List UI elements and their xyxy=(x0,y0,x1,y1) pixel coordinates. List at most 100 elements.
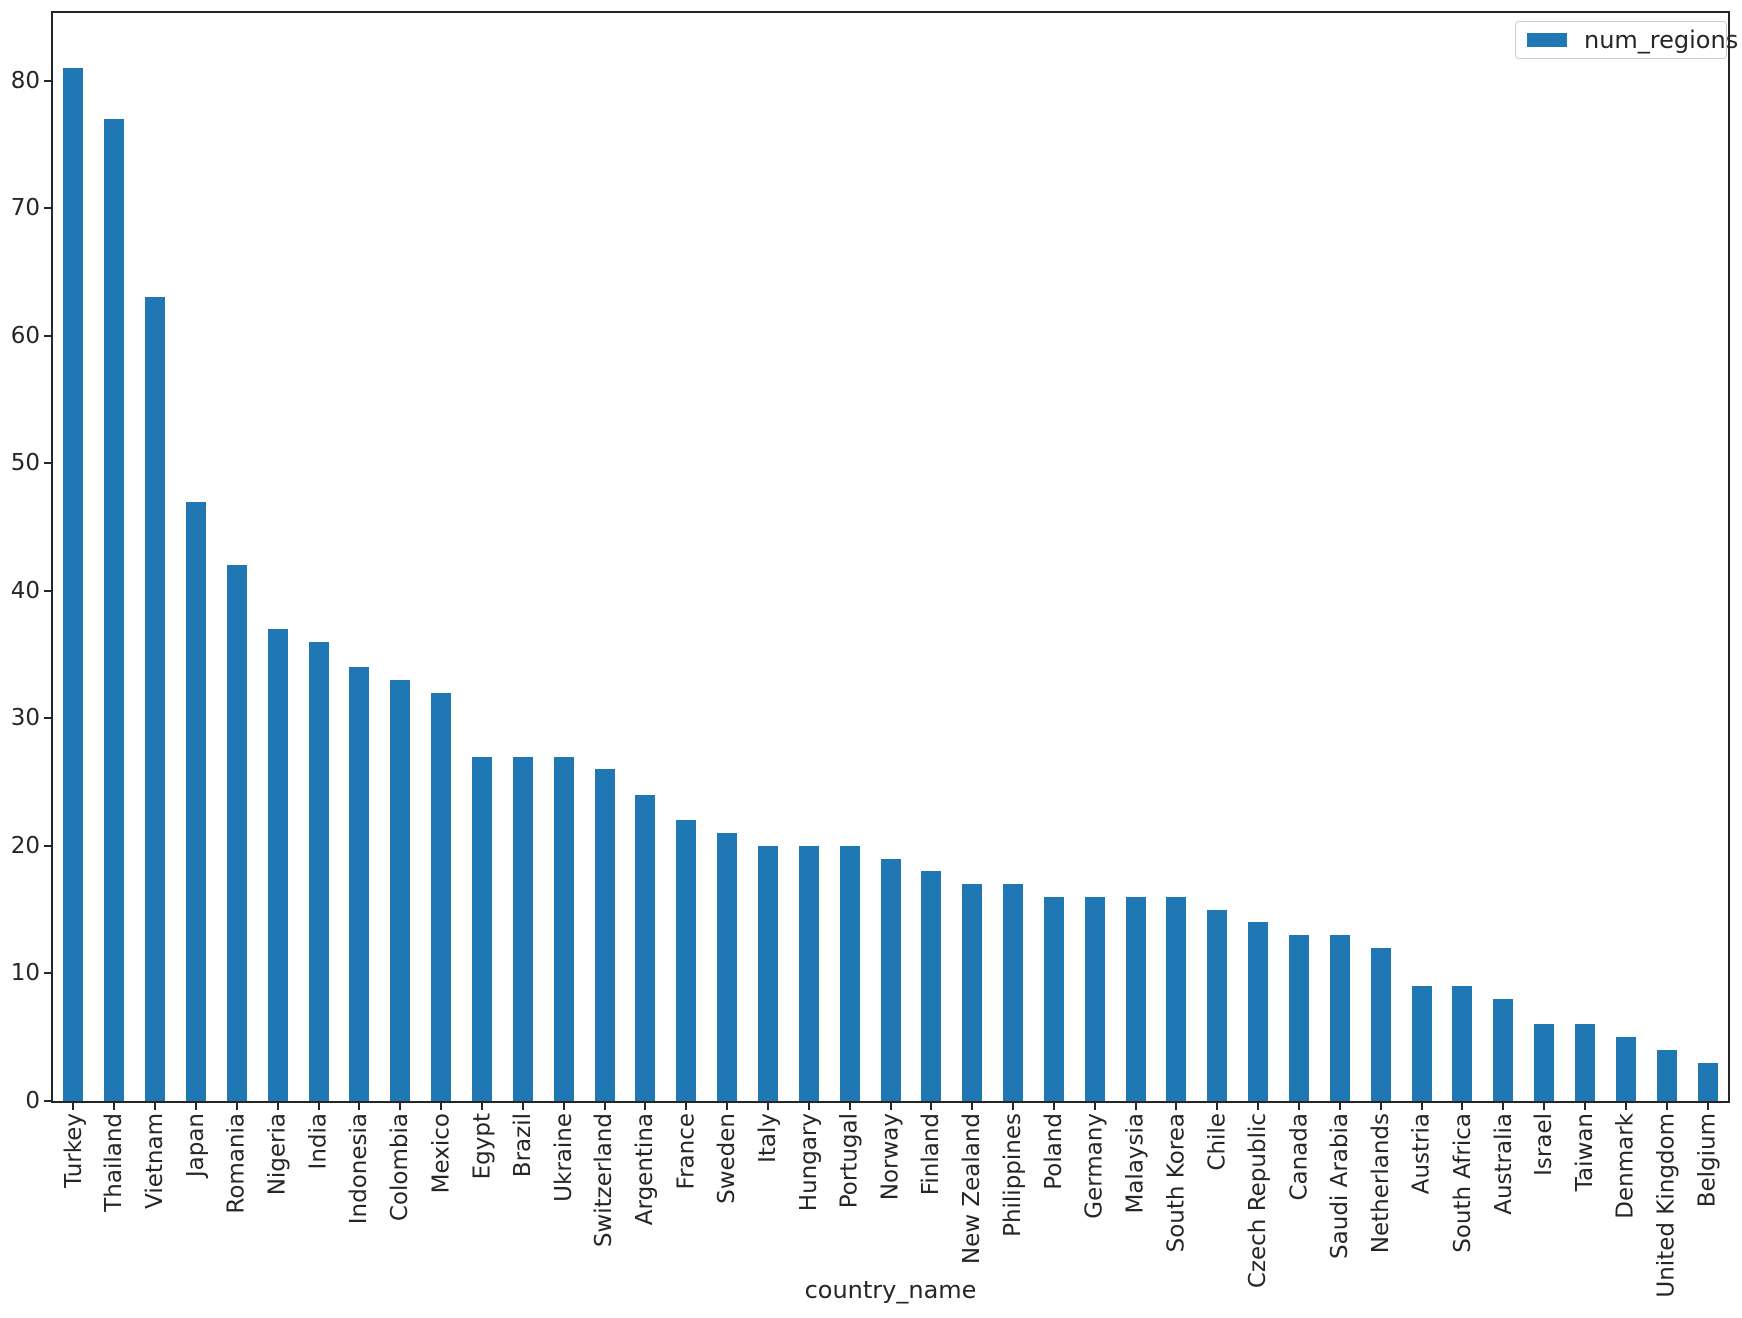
x-tick-label-denmark: Denmark xyxy=(1612,1113,1639,1219)
y-tick-label: 80 xyxy=(10,67,40,94)
x-tick-mark xyxy=(1461,1103,1464,1110)
bar-brazil xyxy=(512,756,533,1101)
x-tick-label-japan: Japan xyxy=(182,1113,209,1178)
x-tick-label-italy: Italy xyxy=(754,1113,781,1163)
x-tick-mark xyxy=(276,1103,279,1110)
bar-poland xyxy=(1043,896,1064,1101)
x-tick-mark xyxy=(480,1103,483,1110)
x-tick-label-indonesia: Indonesia xyxy=(346,1113,373,1225)
x-tick-label-vietnam: Vietnam xyxy=(142,1113,169,1209)
x-tick-label-south-korea: South Korea xyxy=(1163,1113,1190,1253)
legend: num_regions xyxy=(1515,21,1738,59)
bar-czech-republic xyxy=(1248,922,1269,1101)
x-tick-label-colombia: Colombia xyxy=(387,1113,414,1222)
bar-portugal xyxy=(839,845,860,1101)
y-tick-label: 10 xyxy=(10,960,40,987)
y-tick-mark xyxy=(44,1100,52,1102)
x-tick-label-austria: Austria xyxy=(1408,1113,1435,1195)
x-tick-label-finland: Finland xyxy=(918,1113,945,1196)
bar-romania xyxy=(226,565,247,1101)
bar-united-kingdom xyxy=(1656,1049,1677,1101)
x-tick-mark xyxy=(1052,1103,1055,1110)
y-tick-label: 60 xyxy=(10,322,40,349)
x-tick-mark xyxy=(562,1103,565,1110)
x-tick-label-sweden: Sweden xyxy=(714,1113,741,1204)
y-tick-mark xyxy=(44,334,52,337)
bar-norway xyxy=(880,858,901,1101)
bar-germany xyxy=(1084,896,1105,1101)
y-tick-mark xyxy=(44,972,52,975)
x-tick-label-saudi-arabia: Saudi Arabia xyxy=(1326,1113,1353,1259)
bar-france xyxy=(676,820,697,1101)
y-tick-label: 0 xyxy=(25,1088,40,1114)
bar-malaysia xyxy=(1125,896,1146,1101)
y-tick-mark xyxy=(44,844,52,847)
y-tick-mark xyxy=(44,207,52,210)
bar-chile xyxy=(1207,909,1228,1101)
x-tick-label-mexico: Mexico xyxy=(428,1113,455,1194)
x-tick-label-ukraine: Ukraine xyxy=(550,1113,577,1202)
x-tick-mark xyxy=(1584,1103,1586,1110)
bar-colombia xyxy=(390,680,411,1101)
x-tick-mark xyxy=(1420,1103,1423,1110)
x-tick-mark xyxy=(766,1103,769,1110)
x-tick-mark xyxy=(1012,1103,1015,1110)
bar-india xyxy=(308,641,329,1101)
x-tick-label-philippines: Philippines xyxy=(1000,1113,1027,1237)
bar-switzerland xyxy=(594,769,615,1101)
x-tick-label-taiwan: Taiwan xyxy=(1572,1113,1598,1192)
x-tick-mark xyxy=(521,1103,524,1110)
y-tick-label: 50 xyxy=(10,450,40,477)
legend-label: num_regions xyxy=(1584,26,1739,54)
bar-mexico xyxy=(431,692,452,1101)
x-tick-mark xyxy=(194,1103,197,1110)
bar-taiwan xyxy=(1575,1024,1595,1101)
bar-italy xyxy=(757,845,778,1101)
x-tick-label-nigeria: Nigeria xyxy=(264,1113,291,1196)
x-tick-mark xyxy=(1338,1103,1341,1110)
x-tick-mark xyxy=(440,1103,443,1110)
x-tick-label-netherlands: Netherlands xyxy=(1367,1113,1394,1254)
bar-hungary xyxy=(798,845,819,1101)
bar-nigeria xyxy=(267,629,288,1101)
x-tick-label-south-africa: South Africa xyxy=(1449,1113,1476,1253)
x-tick-mark xyxy=(644,1103,647,1110)
y-tick-mark xyxy=(44,717,52,720)
x-tick-label-hungary: Hungary xyxy=(795,1113,822,1212)
x-tick-label-canada: Canada xyxy=(1286,1113,1313,1201)
x-tick-mark xyxy=(72,1103,75,1110)
bar-saudi-arabia xyxy=(1329,935,1350,1101)
bar-argentina xyxy=(635,794,656,1101)
x-tick-label-germany: Germany xyxy=(1081,1113,1108,1219)
bar-south-africa xyxy=(1452,986,1473,1101)
x-tick-mark xyxy=(113,1103,116,1110)
x-tick-label-belgium: Belgium xyxy=(1694,1113,1721,1208)
x-tick-label-czech-republic: Czech Republic xyxy=(1245,1113,1272,1289)
x-tick-label-romania: Romania xyxy=(223,1113,250,1214)
x-tick-mark xyxy=(1257,1103,1260,1110)
x-tick-label-egypt: Egypt xyxy=(468,1113,495,1180)
bar-indonesia xyxy=(349,667,370,1101)
x-tick-label-argentina: Argentina xyxy=(632,1113,659,1226)
x-tick-mark xyxy=(726,1103,729,1110)
bar-south-korea xyxy=(1166,896,1187,1101)
x-tick-mark xyxy=(1502,1103,1505,1110)
bar-finland xyxy=(921,871,942,1101)
bar-belgium xyxy=(1697,1062,1718,1101)
bar-thailand xyxy=(104,118,125,1101)
x-tick-label-chile: Chile xyxy=(1204,1113,1231,1171)
x-tick-mark xyxy=(1706,1103,1709,1110)
bar-austria xyxy=(1411,986,1432,1101)
bar-denmark xyxy=(1615,1037,1636,1101)
bar-turkey xyxy=(63,67,84,1101)
x-tick-mark xyxy=(1093,1103,1096,1110)
x-tick-label-brazil: Brazil xyxy=(509,1113,536,1178)
y-tick-mark xyxy=(44,79,52,82)
legend-swatch-num-regions xyxy=(1527,33,1567,47)
x-tick-mark xyxy=(358,1103,361,1110)
x-tick-mark xyxy=(399,1103,402,1110)
x-tick-mark xyxy=(317,1103,320,1110)
x-tick-label-switzerland: Switzerland xyxy=(591,1113,618,1248)
y-tick-mark xyxy=(44,462,52,465)
